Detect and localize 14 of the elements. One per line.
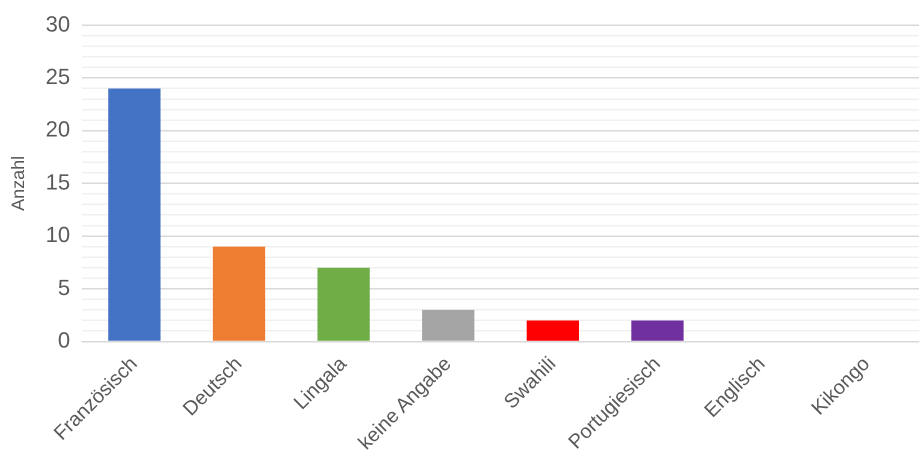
bar — [631, 320, 684, 341]
bar — [108, 88, 161, 341]
y-tick-label: 20 — [46, 116, 70, 142]
y-tick-label: 10 — [46, 222, 70, 248]
bar — [422, 310, 474, 341]
y-tick-label: 0 — [58, 328, 70, 353]
y-tick-label: 15 — [46, 169, 70, 194]
y-axis-title: Anzahl — [8, 156, 28, 211]
bar — [212, 246, 266, 341]
y-tick-label: 5 — [58, 274, 70, 300]
y-tick-label: 30 — [46, 11, 70, 36]
y-tick-label: 25 — [46, 64, 70, 89]
bar — [317, 268, 370, 341]
bar — [526, 320, 579, 341]
